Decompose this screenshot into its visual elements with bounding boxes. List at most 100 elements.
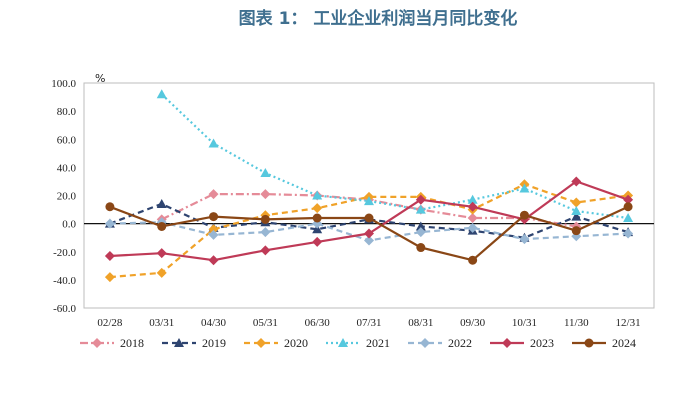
data-point-2018 [467,213,478,223]
x-tick-label: 02/28 [97,317,123,329]
data-point-2024 [364,213,374,223]
legend-marker [502,338,512,348]
data-point-2022 [208,229,219,240]
y-tick-label: -60.0 [53,303,76,315]
data-point-2021 [467,194,478,204]
legend-label: 2021 [366,336,390,350]
data-point-2020 [312,203,323,214]
data-point-2023 [208,255,219,266]
legend-item-2022: 2022 [408,336,472,350]
x-tick-label: 10/31 [512,317,537,329]
legend-item-2021: 2021 [326,336,390,350]
legend-marker [420,338,430,348]
series-group [104,89,634,283]
x-tick-label: 12/31 [616,317,641,329]
y-tick-label: 40.0 [57,162,77,174]
data-point-2022 [364,235,374,246]
series-line-2021 [160,93,629,220]
data-point-2024 [209,212,219,222]
data-point-2021 [623,213,634,222]
data-point-2022 [623,228,634,239]
legend-item-2024: 2024 [572,336,636,350]
legend-label: 2024 [612,336,636,350]
series-2024 [105,202,633,265]
legend-label: 2023 [530,336,554,350]
data-point-2024 [312,213,322,223]
data-point-2023 [104,250,115,261]
legend-marker [92,338,102,348]
data-point-2021 [208,138,219,148]
data-point-2022 [260,227,271,238]
data-point-2022 [519,234,530,245]
legend-item-2019: 2019 [162,336,226,350]
legend-label: 2022 [448,336,472,350]
data-point-2023 [415,194,426,205]
data-point-2024 [519,210,529,220]
chart-title: 图表 1： 工业企业利润当月同比变化 [239,8,518,29]
legend-marker [174,338,184,347]
data-point-2023 [156,248,167,259]
data-point-2019 [312,224,323,234]
data-point-2024 [623,202,633,212]
x-tick-label: 09/30 [460,317,486,329]
legend-item-2018: 2018 [80,336,144,350]
data-point-2018 [260,189,271,200]
y-tick-label: 0.0 [62,219,76,231]
data-point-2023 [364,228,374,239]
data-point-2021 [364,196,374,206]
data-point-2019 [415,221,426,231]
y-unit-label: % [95,72,105,85]
data-point-2022 [415,227,426,238]
legend-item-2020: 2020 [244,336,308,350]
y-tick-label: 80.0 [57,106,77,118]
data-point-2020 [156,267,167,278]
plot-area [83,82,655,309]
data-point-2023 [467,201,478,212]
data-point-2023 [571,176,582,187]
legend-label: 2018 [120,336,144,350]
data-point-2024 [416,243,426,253]
data-point-2021 [312,190,323,200]
data-point-2024 [157,221,167,231]
data-point-2018 [208,189,219,200]
data-point-2019 [156,198,167,208]
legend-label: 2020 [284,336,308,350]
y-tick-label: 20.0 [57,191,77,203]
x-tick-label: 07/31 [356,317,381,329]
x-tick-label: 11/30 [564,317,589,329]
series-2021 [156,89,634,222]
y-tick-labels: 100.0 80.0 60.0 40.0 20.0 0.0 -20.0 -40.0 -60.0 [51,78,76,315]
x-tick-label: 08/31 [408,317,433,329]
data-point-2023 [260,245,271,256]
data-point-2024 [105,202,115,212]
data-point-2024 [468,255,478,265]
data-point-2023 [312,236,323,247]
data-point-2021 [415,204,426,214]
legend: 2018 2019 2020 2021 2022 2023 2024 [80,336,636,350]
data-point-2020 [104,272,115,283]
legend-item-2023: 2023 [490,336,554,350]
legend-marker [584,338,594,348]
data-point-2020 [571,197,582,208]
data-point-2021 [519,183,530,193]
x-tick-label: 04/30 [201,317,227,329]
series-2022 [104,217,634,246]
data-point-2022 [104,218,115,229]
data-point-2021 [571,205,582,215]
data-point-2021 [156,89,167,99]
data-point-2019 [571,211,582,221]
y-tick-label: 100.0 [51,78,76,90]
x-tick-labels: 02/28 03/31 04/30 05/31 06/30 07/31 08/31 09/30… [97,317,640,329]
x-tick-label: 03/31 [149,317,174,329]
legend-marker [256,338,266,348]
data-point-2020 [208,224,219,235]
data-point-2024 [260,214,270,224]
y-tick-label: -20.0 [53,247,76,259]
legend-label: 2019 [202,336,226,350]
y-tick-label: 60.0 [57,134,77,146]
y-tick-label: -40.0 [53,275,76,287]
data-point-2022 [467,222,478,233]
data-point-2021 [260,168,271,177]
